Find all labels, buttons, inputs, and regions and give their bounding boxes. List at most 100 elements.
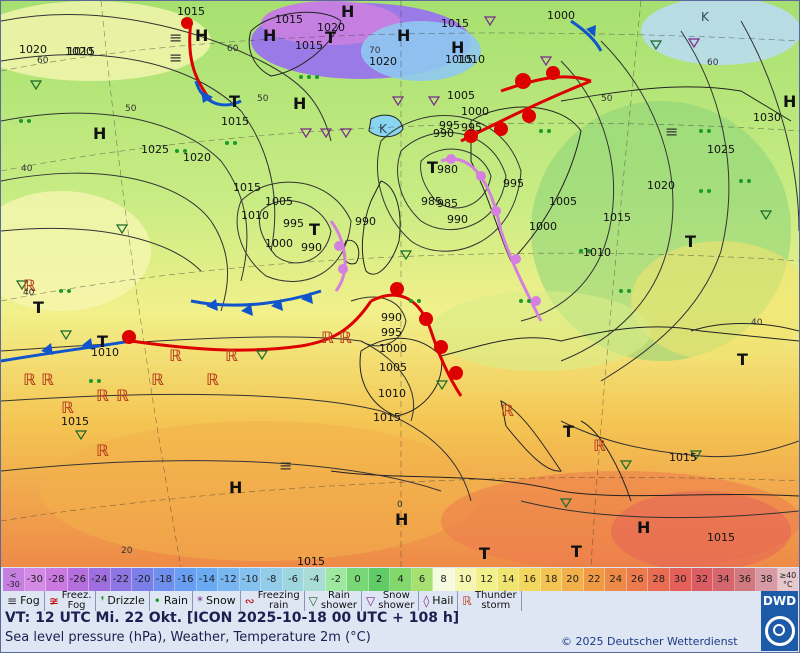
isobar-label: 1005 (379, 361, 407, 374)
isobar-label: 1020 (19, 43, 47, 56)
copyright: © 2025 Deutscher Wetterdienst (561, 635, 738, 648)
scale-min-label: < -30 (3, 568, 25, 591)
dwd-logo-icon (764, 616, 795, 646)
scale-step: 36 (734, 568, 757, 591)
low-pressure-centre: T (737, 350, 748, 369)
low-pressure-centre: T (229, 92, 240, 111)
isobar-label: 1020 (183, 151, 211, 164)
drizzle-icon: ❜ (100, 594, 105, 608)
latitude-label: 0 (397, 500, 403, 510)
svg-text:ℝ: ℝ (593, 436, 606, 455)
svg-text:≡: ≡ (665, 122, 678, 141)
isobar-label: 1015 (221, 115, 249, 128)
svg-text:ℝ: ℝ (116, 386, 129, 405)
scale-step: -28 (46, 568, 68, 591)
low-pressure-centre: T (97, 332, 108, 351)
scale-label-part: °C (783, 579, 793, 589)
isobar-label: 995 (461, 121, 482, 134)
legend-item-hail: ◊ Hail (419, 591, 459, 611)
scale-step: 38 (756, 568, 778, 591)
cold-front (570, 19, 603, 52)
latitude-label: 40 (751, 318, 763, 328)
fog-icon: ≡ (7, 594, 18, 608)
isobar-label: 995 (381, 326, 402, 339)
scale-label-part: ≥40 (779, 570, 797, 580)
weather-map: ℝ ℝ ℝ ℝ ℝ ℝ ℝ ℝ ℝ ℝ ℝ ℝ ℝ ℝ ℝ ≡ ≡ ≡ ≡ 10… (1, 1, 799, 567)
isobar-label: 1000 (265, 237, 293, 250)
warm-front (130, 300, 373, 352)
isobar-label: 990 (381, 311, 402, 324)
svg-text:ℝ: ℝ (23, 370, 36, 389)
low-pressure-centre: T (479, 544, 490, 563)
legend-item-freezing-fog: ≆ Freez. Fog (45, 591, 97, 611)
isobar-label: 1030 (753, 111, 781, 124)
isobar-label: 1020 (647, 179, 675, 192)
svg-text:ℝ: ℝ (96, 386, 109, 405)
svg-text:ℝ: ℝ (151, 370, 164, 389)
legend-item-fog: ≡ Fog (3, 591, 45, 611)
scale-step: -4 (304, 568, 326, 591)
legend-label: Fog (20, 594, 40, 607)
isobar-labels: 1015 1015 1020 1015 1020 1015 1015 1020 1015 1010… (19, 5, 781, 567)
latitude-label: 50 (601, 94, 613, 104)
isobar-label: 1015 (441, 17, 469, 30)
legend-item-drizzle: ❜ Drizzle (96, 591, 150, 611)
isobar-label: 1005 (549, 195, 577, 208)
isobar-label: 1015 (275, 13, 303, 26)
region-labels: KK (379, 10, 710, 136)
legend-label: Rain (163, 594, 188, 607)
legend-label: Thunder storm (474, 590, 517, 611)
legend-label: Snow shower (378, 590, 415, 611)
scale-step: 30 (669, 568, 692, 591)
dwd-logo: DWD (761, 591, 798, 651)
high-pressure-centre: H (341, 2, 354, 21)
svg-text:ℝ: ℝ (169, 346, 182, 365)
scale-step: -16 (175, 568, 197, 591)
low-pressure-centre: T (563, 422, 574, 441)
thunderstorm-symbols: ℝ ℝ ℝ ℝ ℝ ℝ ℝ ℝ ℝ ℝ ℝ ℝ ℝ ℝ ℝ (23, 276, 606, 460)
svg-text:≡: ≡ (169, 28, 182, 47)
legend-item-thunderstorm: ℝ Thunder storm (458, 590, 522, 611)
scale-step: 18 (540, 568, 563, 591)
latitude-label: 50 (125, 104, 137, 114)
isobar-label: 990 (301, 241, 322, 254)
isobar-label: 1000 (461, 105, 489, 118)
temperature-scale: < -30 -30 -28 -26 -24 -22 -20 -18 -16 -14 -12 -10 -8-… (3, 568, 800, 591)
scale-step: 28 (648, 568, 670, 591)
occluded-front (329, 220, 347, 292)
fog-symbols: ≡ ≡ ≡ ≡ (169, 28, 678, 475)
isobar-label: 985 (437, 197, 458, 210)
scale-step: -2 (325, 568, 348, 591)
latitude-label: 40 (21, 164, 33, 174)
isobar-label: 1010 (457, 53, 485, 66)
scale-step: 32 (691, 568, 714, 591)
svg-text:ℝ: ℝ (96, 441, 109, 460)
scale-label-part: -30 (6, 579, 20, 589)
isobar-label: 995 (439, 119, 460, 132)
legend-label: Hail (432, 594, 454, 607)
isobar-label: 990 (447, 213, 468, 226)
isobar-label: 1015 (669, 451, 697, 464)
isobar-label: 1010 (91, 346, 119, 359)
isobar-label: 1000 (529, 220, 557, 233)
isobar-label: 1005 (265, 195, 293, 208)
weather-legend: ≡ Fog ≆ Freez. Fog ❜ Drizzle • Rain * Snow ∾ Freezin… (3, 591, 759, 611)
scale-step: 4 (390, 568, 412, 591)
scale-step: 8 (433, 568, 455, 591)
isobar-label: 1015 (233, 181, 261, 194)
low-pressure-centre: T (33, 298, 44, 317)
latitude-label: 60 (37, 56, 49, 66)
isobar-label: 1020 (317, 21, 345, 34)
isobar-label: 1015 (177, 5, 205, 18)
high-pressure-centre: H (397, 26, 410, 45)
legend-item-rain: • Rain (150, 591, 193, 611)
latitude-label: 50 (257, 94, 269, 104)
isobar-label: 1015 (295, 39, 323, 52)
isobar-label: 1000 (547, 9, 575, 22)
svg-text:≡: ≡ (169, 48, 182, 67)
legend-label: Rain shower (320, 590, 358, 611)
legend-item-freezing-rain: ∾ Freezing rain (241, 591, 305, 611)
scale-step: 2 (368, 568, 391, 591)
snow-icon: * (196, 594, 203, 608)
svg-text:ℝ: ℝ (501, 401, 514, 420)
